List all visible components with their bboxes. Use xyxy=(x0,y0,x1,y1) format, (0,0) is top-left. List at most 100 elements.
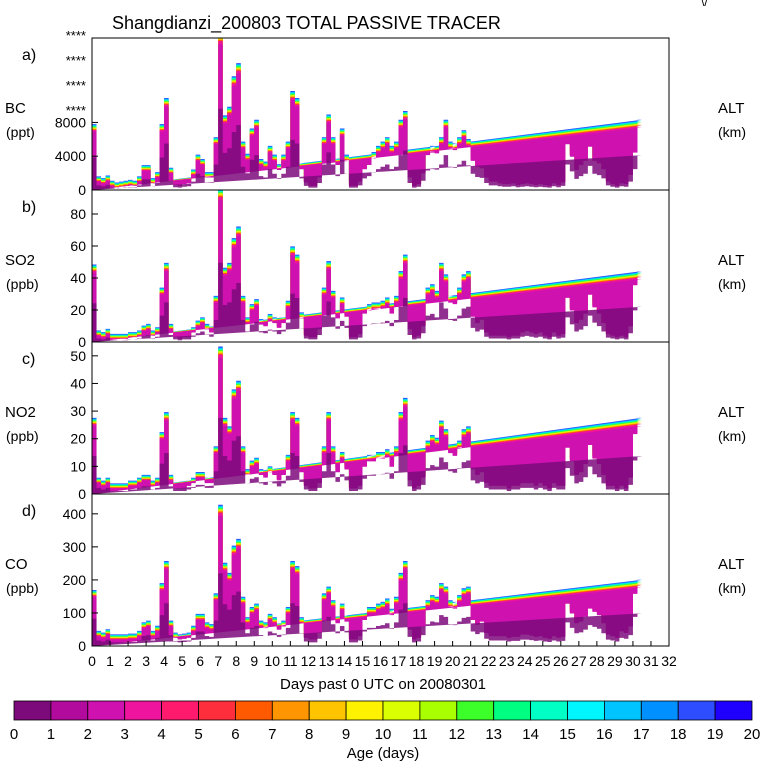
alt-label: ALT xyxy=(718,404,744,421)
colorbar-tick-label: 2 xyxy=(84,726,92,743)
colorbar-tick-label: 11 xyxy=(412,726,428,743)
species-label: NO2 xyxy=(5,404,36,421)
colorbar-tick-label: 5 xyxy=(194,726,202,743)
x-tick-label: 9 xyxy=(250,653,258,669)
tracer-core-layer xyxy=(92,262,642,342)
panel-letter: a) xyxy=(22,47,36,64)
x-tick-label: 21 xyxy=(463,653,479,669)
species-label: CO xyxy=(5,556,28,573)
colorbar-swatch xyxy=(604,700,642,721)
colorbar-swatch xyxy=(382,700,421,721)
colorbar-tick-label: 14 xyxy=(522,726,539,743)
corner-mark: \/ xyxy=(701,0,708,9)
colorbar-tick-label: 20 xyxy=(744,726,761,743)
alt-label: ALT xyxy=(718,252,744,269)
colorbar-swatch xyxy=(419,700,458,721)
colorbar-swatch xyxy=(567,700,605,721)
colorbar-tick-label: 8 xyxy=(305,726,313,743)
y-tick-label: 300 xyxy=(63,539,87,555)
colorbar-swatch xyxy=(87,700,126,721)
colorbar-tick-label: 3 xyxy=(121,726,129,743)
colorbar-tick-label: 18 xyxy=(670,726,687,743)
x-tick-label: 14 xyxy=(337,653,353,669)
alt-label: ALT xyxy=(718,556,744,573)
colorbar-tick-label: 13 xyxy=(485,726,502,743)
colorbar-swatch xyxy=(308,700,347,721)
x-tick-label: 15 xyxy=(355,653,371,669)
y-tick-label: 50 xyxy=(70,348,86,364)
x-tick-label: 0 xyxy=(88,653,96,669)
y-tick-label: 4000 xyxy=(55,148,86,164)
panel-letter: d) xyxy=(22,503,36,520)
x-tick-label: 30 xyxy=(625,653,641,669)
y-overflow-label: **** xyxy=(66,78,86,93)
colorbar-swatch xyxy=(530,700,568,721)
x-tick-label: 23 xyxy=(499,653,515,669)
x-tick-label: 27 xyxy=(571,653,587,669)
x-tick-label: 32 xyxy=(661,653,677,669)
tracer-core-layer xyxy=(92,573,642,646)
colorbar-swatch xyxy=(13,700,52,721)
colorbar-tick-label: 9 xyxy=(342,726,350,743)
alt-unit-label: (km) xyxy=(718,124,746,140)
x-tick-label: 12 xyxy=(301,653,317,669)
colorbar-tick-label: 10 xyxy=(375,726,392,743)
x-tick-label: 10 xyxy=(265,653,281,669)
species-label: SO2 xyxy=(5,252,35,269)
x-tick-label: 3 xyxy=(142,653,150,669)
y-tick-label: 400 xyxy=(63,506,87,522)
species-label: BC xyxy=(5,100,26,117)
panel-bc: 8000 4000 0 **** **** **** **** a) BC (ppt) ALT (km… xyxy=(5,28,746,198)
panel-co: 400 300 200 100 0 d) CO (ppb) ALT (km) xyxy=(5,493,746,654)
y-tick-label: 80 xyxy=(70,206,86,222)
colorbar-swatch xyxy=(493,700,532,721)
colorbar-swatch xyxy=(456,700,495,721)
x-tick-label: 1 xyxy=(106,653,114,669)
y-tick-label: 30 xyxy=(70,403,86,419)
y-tick-label: 40 xyxy=(70,270,86,286)
y-overflow-label: **** xyxy=(66,28,86,43)
y-tick-label: 10 xyxy=(70,458,86,474)
colorbar-tick-label: 6 xyxy=(231,726,239,743)
tracer-core-layer xyxy=(92,418,642,494)
colorbar-tick-label: 15 xyxy=(559,726,576,743)
y-tick-label: 0 xyxy=(78,486,86,502)
colorbar-swatch xyxy=(234,700,273,721)
y-tick-label: 0 xyxy=(78,638,86,654)
colorbar-swatch xyxy=(640,700,679,721)
alt-label: ALT xyxy=(718,100,744,117)
panel-no2: 50 40 30 20 10 0 c) NO2 (ppb) ALT (km) xyxy=(5,341,746,502)
panel-letter: b) xyxy=(22,199,36,216)
alt-unit-label: (km) xyxy=(718,428,746,444)
x-tick-label: 29 xyxy=(607,653,623,669)
unit-label: (ppb) xyxy=(6,276,39,292)
x-axis-label: Days past 0 UTC on 20080301 xyxy=(280,676,486,693)
x-tick-label: 8 xyxy=(232,653,240,669)
x-tick-label: 6 xyxy=(196,653,204,669)
colorbar-swatch xyxy=(714,700,753,721)
y-tick-label: 20 xyxy=(70,431,86,447)
colorbar-tick-label: 4 xyxy=(157,726,165,743)
colorbar-tick-label: 19 xyxy=(707,726,724,743)
panels-group: 800040000****************a)BC(ppt)ALT(km… xyxy=(5,28,746,654)
y-overflow-label: **** xyxy=(66,53,86,68)
colorbar-swatch xyxy=(345,700,384,721)
colorbar-swatch xyxy=(161,700,199,721)
y-overflow-label: **** xyxy=(66,103,86,118)
colorbar-tick-label: 1 xyxy=(47,726,55,743)
colorbar-swatch xyxy=(50,700,89,721)
y-tick-label: 40 xyxy=(70,375,86,391)
x-tick-label: 31 xyxy=(643,653,659,669)
colorbar-swatch xyxy=(198,700,236,721)
colorbar-tick-label: 17 xyxy=(633,726,650,743)
tracer-core-layer xyxy=(92,108,642,190)
x-tick-label: 4 xyxy=(160,653,168,669)
figure-title: Shangdianzi_200803 TOTAL PASSIVE TRACER xyxy=(112,13,501,34)
x-tick-label: 16 xyxy=(373,653,389,669)
x-tick-label: 2 xyxy=(124,653,132,669)
y-tick-label: 100 xyxy=(63,605,87,621)
x-tick-label: 13 xyxy=(319,653,335,669)
colorbar-tick-label: 7 xyxy=(268,726,276,743)
x-tick-label: 17 xyxy=(391,653,407,669)
